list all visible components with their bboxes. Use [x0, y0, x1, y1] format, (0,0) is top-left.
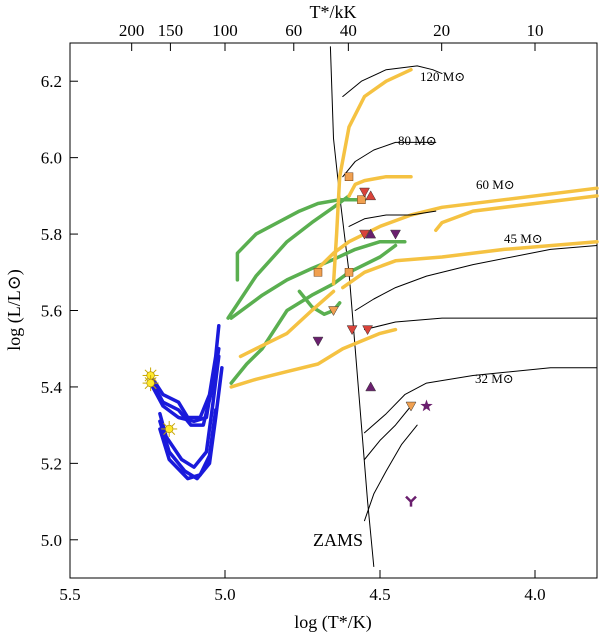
marker-tri-down-11: [362, 325, 374, 336]
marker-square-2: [313, 268, 323, 277]
marker-tri-down-14: [405, 401, 417, 412]
track-label-60: 60 M⊙: [476, 177, 515, 192]
top-tick-label: 40: [340, 21, 357, 40]
track-black-32c: [364, 424, 418, 522]
top-tick-label: 200: [119, 21, 145, 40]
track-ZAMS: [329, 46, 375, 567]
ticks: 5.5 5.0 4.5 4.0 5.0 5.2 5.4 5.6 5.8 6.0 6.2 200 150 1…: [41, 21, 546, 604]
y-tick-label: 6.0: [41, 149, 62, 168]
track-yellow-32: [229, 327, 398, 389]
track-yellow-60b: [434, 194, 599, 233]
marker-square-3: [344, 268, 354, 277]
track-yellow-45b: [238, 289, 336, 359]
track-black-45b: [364, 317, 598, 331]
y-tick-label: 5.2: [41, 454, 62, 473]
tracks: [148, 46, 599, 567]
y-axis-title: log (L/L⊙): [4, 269, 25, 351]
top-tick-label: 10: [527, 21, 544, 40]
marker-star-15: [420, 399, 433, 412]
x-tick-label: 4.0: [524, 585, 545, 604]
track-label-80: 80 M⊙: [398, 133, 437, 148]
track-green-45: [229, 243, 398, 385]
x-tick-label: 5.5: [59, 585, 80, 604]
track-label-45: 45 M⊙: [504, 231, 543, 246]
marker-sun-18: [142, 375, 159, 392]
track-blue-1: [148, 324, 221, 420]
marker-tri-down-4: [359, 187, 370, 198]
track-yellow-120: [331, 67, 413, 286]
track-black-32: [364, 367, 598, 434]
track-black-80: [342, 141, 437, 178]
track-black-32b: [364, 405, 412, 460]
top-axis-title: T*/kK: [310, 2, 357, 22]
y-tick-label: 5.8: [41, 225, 62, 244]
track-yellow-45: [341, 239, 599, 290]
track-green-60: [229, 239, 407, 320]
marker-tri-down-8: [390, 229, 401, 240]
markers: [142, 172, 433, 507]
x-axis-title: log (T*/K): [294, 612, 371, 633]
marker-y-tri-16: [405, 495, 417, 507]
marker-tri-down-10: [346, 325, 358, 336]
top-tick-label: 60: [285, 21, 302, 40]
track-black-120: [342, 65, 443, 97]
y-tick-label: 5.4: [41, 378, 63, 397]
track-blue-3: [148, 377, 215, 424]
top-tick-label: 100: [212, 21, 238, 40]
top-tick-label: 20: [433, 21, 450, 40]
track-black-45: [354, 245, 598, 311]
marker-tri-up-7: [365, 228, 377, 239]
track-green-80: [235, 197, 367, 282]
x-tick-label: 4.5: [369, 585, 390, 604]
marker-tri-up-5: [365, 190, 377, 201]
track-black-60: [348, 210, 437, 227]
marker-tri-up-13: [365, 381, 377, 392]
marker-square-0: [344, 172, 354, 181]
track-blue-6: [158, 408, 218, 481]
track-green-120: [226, 194, 351, 320]
top-tick-label: 150: [158, 21, 184, 40]
marker-square-1: [357, 195, 366, 204]
x-tick-label: 5.0: [214, 585, 235, 604]
zams-label: ZAMS: [313, 530, 363, 550]
marker-sun-19: [161, 420, 178, 437]
track-yellow-60: [316, 186, 599, 271]
y-tick-label: 6.2: [41, 72, 62, 91]
track-label-32: 32 M⊙: [475, 371, 514, 386]
y-tick-label: 5.0: [41, 531, 62, 550]
marker-tri-down-6: [359, 229, 370, 240]
marker-tri-down-12: [312, 336, 324, 347]
track-label-120: 120 M⊙: [420, 69, 465, 84]
marker-tri-down-9: [328, 306, 339, 317]
y-tick-label: 5.6: [41, 302, 62, 321]
track-yellow-80: [347, 174, 413, 198]
